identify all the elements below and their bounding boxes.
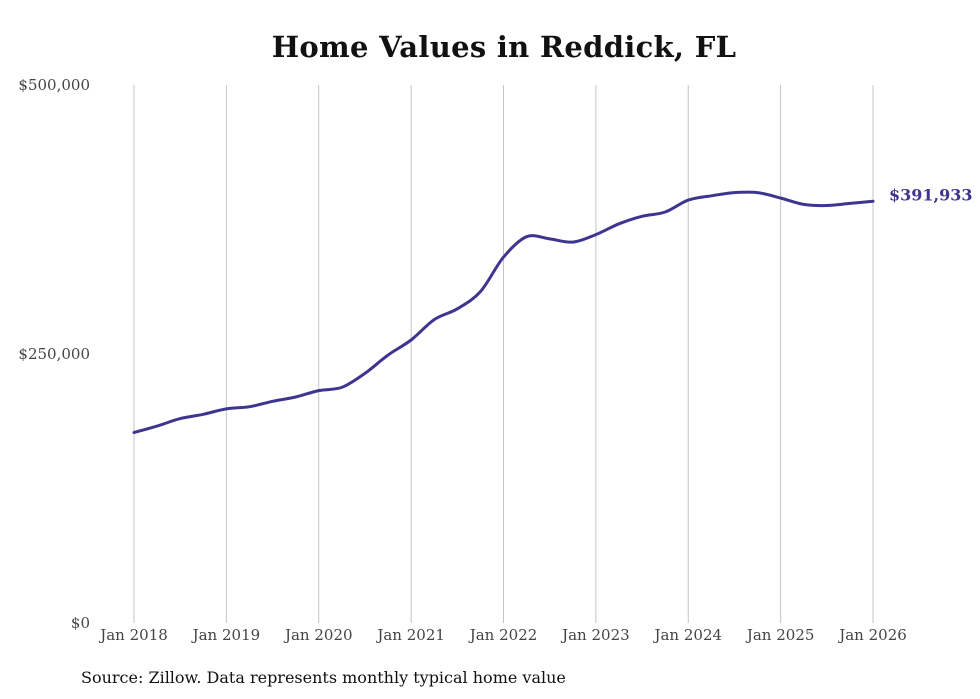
x-tick-label: Jan 2018 bbox=[98, 626, 168, 644]
data-point bbox=[364, 372, 366, 374]
data-point bbox=[179, 417, 181, 419]
data-point bbox=[341, 386, 343, 388]
x-tick-label: Jan 2020 bbox=[283, 626, 353, 644]
data-point bbox=[572, 241, 574, 243]
data-point bbox=[872, 200, 874, 202]
data-point bbox=[479, 290, 481, 292]
x-tick-label: Jan 2022 bbox=[468, 626, 538, 644]
data-point bbox=[156, 425, 158, 427]
data-point bbox=[687, 199, 689, 201]
data-point bbox=[456, 308, 458, 310]
data-point bbox=[248, 406, 250, 408]
data-point bbox=[756, 191, 758, 193]
gridlines bbox=[133, 85, 874, 623]
data-point bbox=[295, 396, 297, 398]
data-point bbox=[710, 195, 712, 197]
y-tick-label: $0 bbox=[71, 614, 90, 632]
y-tick-label: $500,000 bbox=[18, 76, 90, 94]
data-point bbox=[271, 400, 273, 402]
data-point bbox=[641, 215, 643, 217]
y-axis-ticks: $0 $250,000 $500,000 bbox=[18, 76, 90, 632]
source-note: Source: Zillow. Data represents monthly … bbox=[81, 668, 566, 687]
data-point bbox=[225, 408, 227, 410]
data-point bbox=[595, 233, 597, 235]
x-tick-label: Jan 2023 bbox=[560, 626, 630, 644]
chart-title: Home Values in Reddick, FL bbox=[271, 30, 737, 64]
data-point bbox=[618, 223, 620, 225]
data-point bbox=[733, 191, 735, 193]
end-value-label: $391,933 bbox=[889, 185, 973, 204]
y-tick-label: $250,000 bbox=[18, 345, 90, 363]
data-point bbox=[779, 197, 781, 199]
data-point bbox=[826, 204, 828, 206]
x-tick-label: Jan 2021 bbox=[375, 626, 445, 644]
data-point bbox=[387, 354, 389, 356]
data-point bbox=[664, 211, 666, 213]
x-tick-label: Jan 2019 bbox=[191, 626, 261, 644]
data-point bbox=[318, 389, 320, 391]
data-point bbox=[410, 339, 412, 341]
data-point bbox=[433, 318, 435, 320]
data-point bbox=[202, 413, 204, 415]
x-tick-label: Jan 2024 bbox=[652, 626, 722, 644]
series-line-0 bbox=[132, 190, 875, 434]
data-point bbox=[502, 256, 504, 258]
data-point bbox=[133, 431, 135, 433]
x-axis-ticks: Jan 2018 Jan 2019 Jan 2020 Jan 2021 Jan 2022… bbox=[98, 626, 907, 644]
x-tick-label: Jan 2026 bbox=[837, 626, 907, 644]
data-point bbox=[803, 203, 805, 205]
data-point bbox=[525, 236, 527, 238]
data-point bbox=[849, 202, 851, 204]
data-point bbox=[549, 238, 551, 240]
series-layer bbox=[132, 190, 875, 434]
x-tick-label: Jan 2025 bbox=[745, 626, 815, 644]
